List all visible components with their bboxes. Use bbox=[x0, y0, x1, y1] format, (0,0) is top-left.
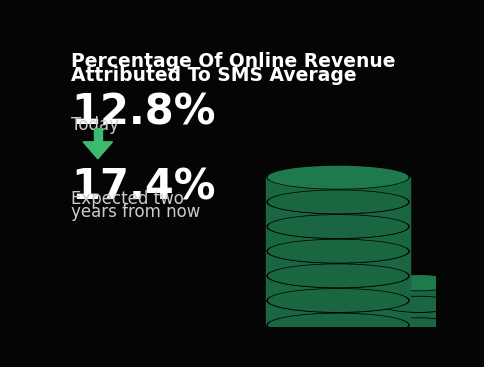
Bar bbox=[94, 128, 102, 142]
Ellipse shape bbox=[266, 264, 409, 288]
Ellipse shape bbox=[266, 214, 409, 239]
Bar bbox=[266, 276, 409, 301]
Text: Percentage Of Online Revenue: Percentage Of Online Revenue bbox=[71, 52, 395, 71]
Bar bbox=[266, 202, 409, 226]
Text: years from now: years from now bbox=[71, 203, 200, 221]
Ellipse shape bbox=[266, 239, 409, 264]
Ellipse shape bbox=[267, 264, 408, 287]
Ellipse shape bbox=[379, 317, 456, 334]
Bar bbox=[266, 226, 409, 251]
Ellipse shape bbox=[267, 190, 408, 214]
Ellipse shape bbox=[266, 214, 409, 239]
Ellipse shape bbox=[380, 275, 455, 290]
Bar bbox=[266, 177, 409, 202]
Ellipse shape bbox=[266, 264, 409, 288]
Ellipse shape bbox=[381, 318, 455, 334]
Ellipse shape bbox=[267, 215, 408, 238]
Ellipse shape bbox=[267, 313, 408, 337]
Bar bbox=[379, 283, 456, 304]
Bar bbox=[379, 304, 456, 326]
Ellipse shape bbox=[267, 190, 408, 214]
Ellipse shape bbox=[267, 215, 408, 238]
Ellipse shape bbox=[266, 288, 409, 313]
Ellipse shape bbox=[267, 240, 408, 263]
Bar bbox=[266, 251, 409, 276]
Ellipse shape bbox=[379, 296, 456, 313]
Ellipse shape bbox=[267, 166, 408, 189]
Ellipse shape bbox=[379, 274, 456, 291]
Ellipse shape bbox=[380, 297, 455, 312]
Ellipse shape bbox=[379, 296, 456, 313]
Ellipse shape bbox=[266, 239, 409, 264]
Text: Today: Today bbox=[71, 116, 119, 134]
Text: Attributed To SMS Average: Attributed To SMS Average bbox=[71, 66, 356, 86]
Text: Expected two: Expected two bbox=[71, 190, 184, 208]
Ellipse shape bbox=[267, 289, 408, 312]
Text: 12.8%: 12.8% bbox=[71, 92, 215, 134]
Ellipse shape bbox=[266, 190, 409, 214]
Ellipse shape bbox=[266, 288, 409, 313]
Ellipse shape bbox=[267, 240, 408, 263]
Ellipse shape bbox=[267, 289, 408, 312]
Ellipse shape bbox=[381, 297, 455, 312]
Ellipse shape bbox=[266, 190, 409, 214]
Bar bbox=[266, 301, 409, 325]
Ellipse shape bbox=[267, 264, 408, 287]
Text: 17.4%: 17.4% bbox=[71, 167, 215, 208]
Polygon shape bbox=[83, 142, 112, 159]
Ellipse shape bbox=[266, 313, 409, 337]
Ellipse shape bbox=[266, 165, 409, 190]
